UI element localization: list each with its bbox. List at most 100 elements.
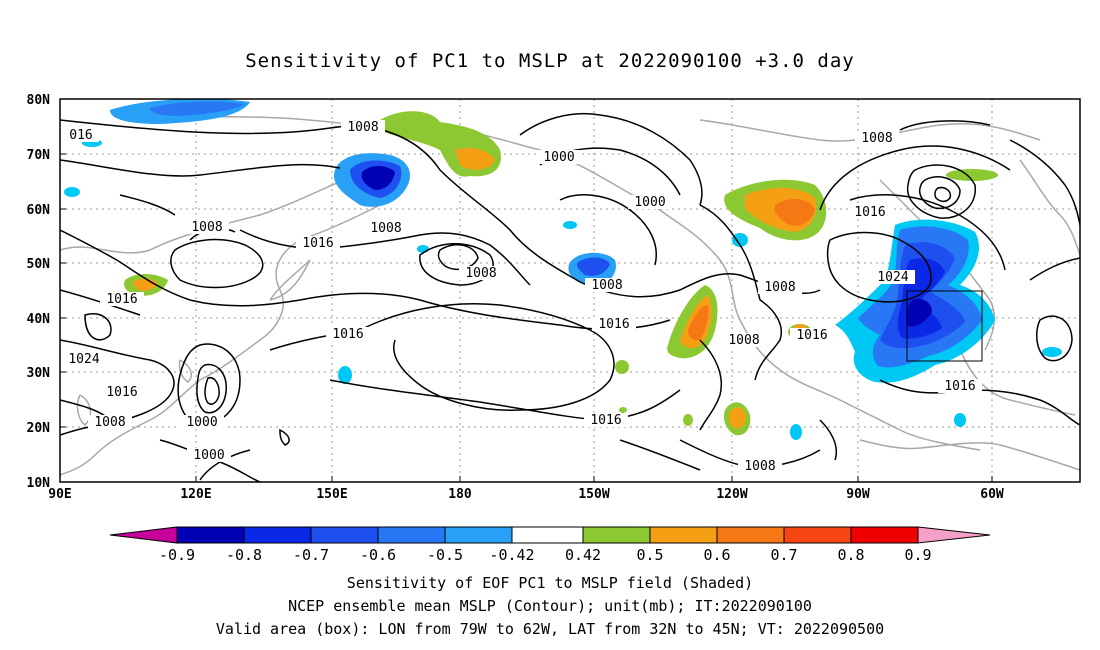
- colorbar-segment: [716, 526, 785, 544]
- contour-label: 1000: [180, 415, 224, 430]
- lon-label: 120W: [716, 487, 747, 502]
- colorbar-label: -0.7: [293, 546, 329, 564]
- lon-label: 90W: [846, 487, 870, 502]
- contour-label: 1016: [938, 379, 982, 394]
- svg-text:1008: 1008: [728, 333, 759, 348]
- colorbar-label: 0.5: [636, 546, 663, 564]
- lat-labels: 80N 70N 60N 50N 40N 30N 20N 10N: [27, 93, 51, 491]
- lon-label: 150E: [316, 487, 347, 502]
- colorbar-segment: [176, 526, 245, 544]
- svg-text:016: 016: [69, 128, 92, 143]
- svg-text:1016: 1016: [796, 328, 827, 343]
- colorbar-segment: [511, 526, 584, 544]
- svg-text:1000: 1000: [543, 150, 574, 165]
- colorbar-label: -0.6: [360, 546, 396, 564]
- colorbar-label: 0.42: [565, 546, 601, 564]
- lon-labels: 90E 120E 150E 180 150W 120W 90W 60W: [48, 487, 1004, 502]
- svg-text:1008: 1008: [744, 459, 775, 474]
- colorbar-segment: [917, 526, 991, 544]
- svg-text:1000: 1000: [193, 448, 224, 463]
- colorbar-label: 0.9: [904, 546, 931, 564]
- svg-text:1024: 1024: [877, 270, 908, 285]
- contour-label: 1000: [187, 448, 231, 463]
- contour-label: 1024: [871, 270, 915, 285]
- axis-ticks: [60, 153, 993, 482]
- contour-label: 1016: [326, 327, 370, 342]
- lat-label: 10N: [27, 476, 51, 491]
- caption-line-3: Valid area (box): LON from 79W to 62W, L…: [215, 620, 885, 638]
- contour-label: 1016: [592, 317, 636, 332]
- caption-line-1: Sensitivity of EOF PC1 to MSLP field (Sh…: [346, 574, 754, 592]
- lon-label: 120E: [180, 487, 211, 502]
- svg-text:1016: 1016: [598, 317, 629, 332]
- colorbar-segment: [582, 526, 651, 544]
- contour-label: 1008: [722, 333, 766, 348]
- svg-text:1016: 1016: [944, 379, 975, 394]
- colorbar-segment: [783, 526, 852, 544]
- colorbar-segment: [243, 526, 312, 544]
- colorbar-segment: [444, 526, 513, 544]
- contour-labels: 016 1008 1000 1008 1000 1016 1008 1016 1…: [62, 120, 982, 474]
- svg-text:1008: 1008: [591, 278, 622, 293]
- contour-label: 016: [63, 128, 99, 143]
- contour-label: 1008: [185, 220, 229, 235]
- contour-label: 1008: [585, 278, 629, 293]
- contour-label: 1016: [584, 413, 628, 428]
- contour-label: 1000: [537, 150, 581, 165]
- lat-label: 70N: [27, 148, 51, 163]
- shaded-sensitivity: [64, 99, 1062, 440]
- valid-area-box: [906, 290, 983, 362]
- colorbar-label: -0.42: [489, 546, 534, 564]
- svg-text:1008: 1008: [370, 221, 401, 236]
- lat-label: 30N: [27, 366, 51, 381]
- svg-text:1008: 1008: [191, 220, 222, 235]
- colorbar-segment: [310, 526, 379, 544]
- lat-label: 60N: [27, 203, 51, 218]
- contour-label: 1016: [296, 236, 340, 251]
- colorbar-segment: [377, 526, 446, 544]
- contour-label: 1008: [758, 280, 802, 295]
- contour-label: 1016: [100, 292, 144, 307]
- lon-label: 180: [448, 487, 472, 502]
- colorbar-label: -0.5: [427, 546, 463, 564]
- svg-text:1016: 1016: [106, 292, 137, 307]
- colorbar-label: -0.9: [159, 546, 195, 564]
- contour-label: 1000: [628, 195, 672, 210]
- svg-text:1016: 1016: [332, 327, 363, 342]
- svg-text:1008: 1008: [764, 280, 795, 295]
- colorbar-label: 0.8: [837, 546, 864, 564]
- mslp-contours: [60, 112, 1080, 482]
- lat-label: 20N: [27, 421, 51, 436]
- svg-text:1008: 1008: [347, 120, 378, 135]
- svg-text:1008: 1008: [94, 415, 125, 430]
- map-border: [59, 98, 1081, 483]
- map-title: Sensitivity of PC1 to MSLP at 2022090100…: [245, 50, 855, 72]
- svg-text:1008: 1008: [465, 266, 496, 281]
- lat-label: 50N: [27, 257, 51, 272]
- colorbar-label: 0.6: [703, 546, 730, 564]
- svg-text:1008: 1008: [861, 131, 892, 146]
- contour-label: 1008: [855, 131, 899, 146]
- contour-label: 1016: [100, 385, 144, 400]
- caption-line-2: NCEP ensemble mean MSLP (Contour); unit(…: [288, 597, 812, 615]
- lat-label: 40N: [27, 312, 51, 327]
- svg-text:1016: 1016: [106, 385, 137, 400]
- contour-label: 1016: [848, 205, 892, 220]
- lon-label: 90E: [48, 487, 71, 502]
- colorbar-label: 0.7: [770, 546, 797, 564]
- colorbar-segment: [109, 526, 178, 544]
- colorbar-segment: [850, 526, 919, 544]
- svg-text:1000: 1000: [186, 415, 217, 430]
- colorbar-label: -0.8: [226, 546, 262, 564]
- contour-label: 1008: [364, 221, 408, 236]
- contour-label: 1008: [88, 415, 132, 430]
- contour-label: 1008: [341, 120, 385, 135]
- contour-label: 1024: [62, 352, 106, 367]
- contour-label: 1016: [790, 328, 834, 343]
- colorbar: [109, 526, 991, 544]
- colorbar-segment: [649, 526, 718, 544]
- svg-text:1024: 1024: [68, 352, 99, 367]
- svg-text:1016: 1016: [590, 413, 621, 428]
- lon-label: 60W: [980, 487, 1004, 502]
